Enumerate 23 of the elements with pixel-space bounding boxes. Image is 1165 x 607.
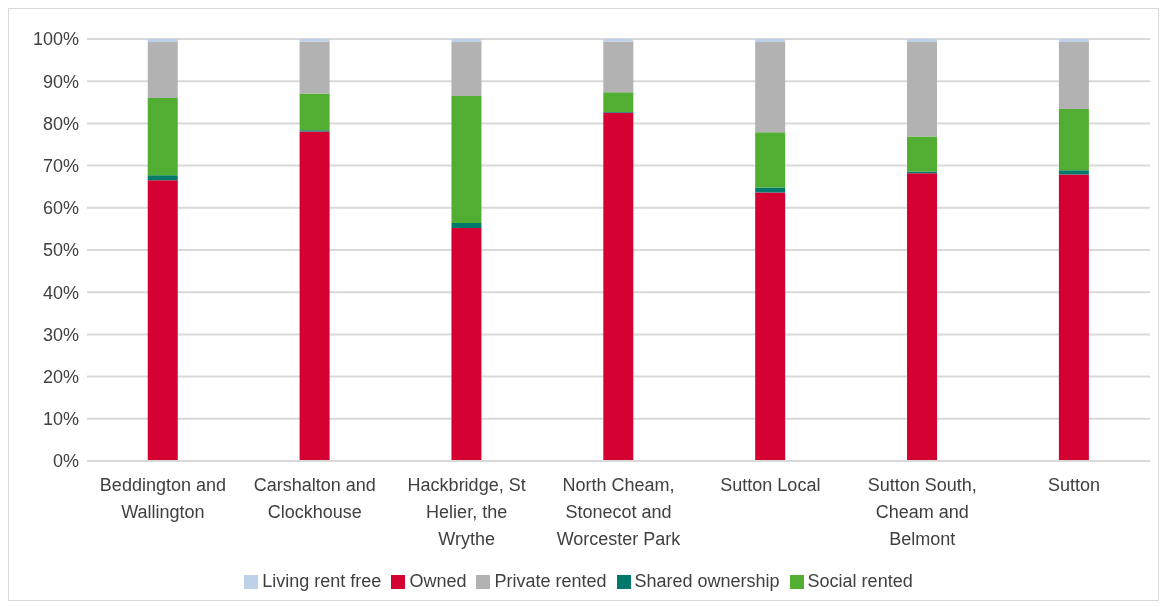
x-tick-label: Carshalton and Clockhouse (253, 475, 376, 522)
legend-label: Private rented (494, 571, 607, 591)
legend-label: Shared ownership (634, 571, 780, 591)
legend-label: Owned (409, 571, 467, 591)
x-tick-label: North Cheam, Stonecot and Worcester Park (556, 475, 682, 549)
y-tick-label: 0% (52, 451, 79, 472)
x-tick-label: Sutton (1048, 475, 1101, 495)
y-tick-label: 100% (32, 29, 79, 50)
y-tick-label: 30% (42, 324, 79, 345)
y-tick-label: 90% (42, 71, 79, 92)
x-tick-label: Sutton South, Cheam and Belmont (867, 475, 977, 549)
y-tick-label: 80% (42, 113, 79, 134)
x-tick-label: Beddington and Wallington (99, 475, 226, 522)
x-tick-label: Hackbridge, St Helier, the Wrythe (407, 475, 526, 549)
legend-label: Social rented (807, 571, 913, 591)
y-tick-label: 60% (42, 198, 79, 219)
y-tick-label: 70% (42, 155, 79, 176)
y-tick-label: 40% (42, 282, 79, 303)
y-tick-label: 20% (42, 366, 79, 387)
x-tick-label: Sutton Local (720, 475, 821, 495)
y-tick-label: 50% (42, 240, 79, 261)
legend-label: Living rent free (262, 571, 382, 591)
y-tick-label: 10% (42, 409, 79, 430)
